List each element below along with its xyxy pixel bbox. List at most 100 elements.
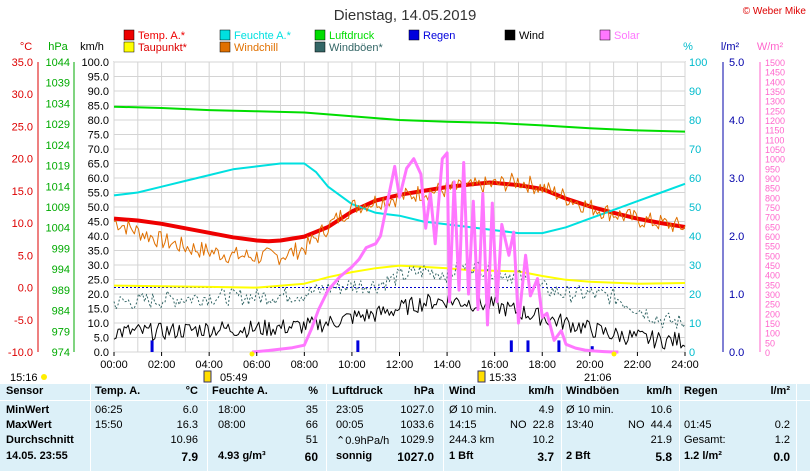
wind-tick: 70.0	[88, 144, 109, 156]
series-wind	[113, 293, 686, 350]
time-marker-left: 15:16	[10, 372, 38, 383]
pressure-tick: 1009	[46, 202, 70, 214]
stat-hum-val: 51	[305, 434, 318, 446]
hdr-sensor: Sensor	[6, 385, 44, 397]
hdr-humidity-unit: %	[308, 385, 318, 397]
solar-tick: 100	[765, 329, 780, 339]
stat-hum-time: 4.93 g/m³	[218, 450, 266, 462]
pressure-unit-label: hPa	[48, 41, 68, 53]
temp-tick: 25.0	[12, 121, 33, 133]
stat-temp-val: 10.96	[170, 434, 198, 446]
solar-tick: 300	[765, 290, 780, 300]
stat-hum-val: 66	[305, 419, 318, 431]
hdr-wind-unit: km/h	[528, 385, 554, 397]
stat-wind-dir: NO	[510, 419, 527, 431]
pressure-tick: 974	[52, 347, 70, 359]
stats-row: MinWert 06:25 6.0 18:00 35 23:05 1027.0 Ø 10 mi…	[0, 403, 810, 418]
stat-gust-desc: Ø 10 min.	[566, 404, 614, 416]
stat-gust-val: 5.8	[655, 450, 672, 464]
legend-label: Taupunkt*	[138, 42, 188, 54]
solar-tick: 950	[765, 164, 780, 174]
sunrise-icon	[203, 370, 212, 383]
legend-label: Feuchte A.*	[234, 30, 292, 42]
stat-pres-time: 23:05	[336, 404, 364, 416]
x-tick-label: 10:00	[338, 359, 366, 371]
stat-label: MaxWert	[6, 419, 52, 431]
humidity-tick: 70	[689, 144, 701, 156]
stat-wind-val: 22.8	[532, 419, 554, 431]
stat-gust-val: 10.6	[650, 404, 672, 416]
stat-pres-time: 00:05	[336, 419, 364, 431]
wind-tick: 90.0	[88, 86, 109, 98]
solar-unit-label: W/m²	[757, 41, 784, 53]
sun-icon	[41, 374, 47, 380]
solar-tick: 1050	[765, 145, 785, 155]
solar-tick: 1400	[765, 77, 785, 87]
legend-swatch	[314, 41, 326, 53]
wind-unit-label: km/h	[80, 41, 104, 53]
wind-tick: 50.0	[88, 202, 109, 214]
humidity-tick: 10	[689, 318, 701, 330]
stat-temp-time: 06:25	[95, 404, 123, 416]
noon-time: 15:33	[489, 372, 517, 383]
x-tick-label: 22:00	[624, 359, 652, 371]
pressure-tick: 994	[52, 264, 70, 276]
solar-tick: 850	[765, 184, 780, 194]
stat-wind-desc: 244.3 km	[449, 434, 495, 446]
stat-gust-dir: NO	[628, 419, 645, 431]
hdr-gust-unit: km/h	[646, 385, 672, 397]
wind-tick: 15.0	[88, 304, 109, 316]
stat-temp-val: 16.3	[176, 419, 198, 431]
legend-swatch	[314, 29, 326, 41]
x-tick-label: 00:00	[100, 359, 128, 371]
rain-bar	[590, 346, 594, 352]
pressure-tick: 1034	[46, 98, 70, 110]
temp-tick: 5.0	[18, 250, 33, 262]
solar-tick: 550	[765, 242, 780, 252]
pressure-tick: 1004	[46, 223, 70, 235]
stat-label: Durchschnitt	[6, 434, 74, 446]
pressure-tick: 1044	[46, 57, 70, 69]
stat-hum-val: 35	[305, 404, 318, 416]
pressure-tick: 984	[52, 306, 70, 318]
stat-wind-val: 3.7	[537, 450, 554, 464]
x-tick-label: 16:00	[481, 359, 509, 371]
stat-rain-val: 1.2	[774, 434, 790, 446]
temp-tick: 35.0	[12, 57, 33, 69]
pressure-tick: 1029	[46, 119, 70, 131]
rain-tick: 5.0	[729, 57, 744, 69]
sunrise-time: 05:49	[220, 372, 248, 383]
temp-tick: 20.0	[12, 154, 33, 166]
x-tick-label: 20:00	[576, 359, 604, 371]
x-tick-label: 12:00	[386, 359, 414, 371]
x-tick-label: 14:00	[433, 359, 461, 371]
pressure-tick: 989	[52, 285, 70, 297]
rain-bar	[557, 340, 561, 352]
temp-tick: -5.0	[14, 315, 33, 327]
stat-pres-time: sonnig	[336, 450, 373, 462]
temp-tick: -10.0	[8, 347, 33, 359]
wind-tick: 5.0	[94, 333, 109, 345]
rain-unit-label: l/m²	[721, 41, 740, 53]
pressure-tick: 1014	[46, 181, 70, 193]
hdr-temp: Temp. A.	[95, 385, 141, 397]
axis-units: °C hPa km/h% l/m² W/m²	[20, 41, 784, 53]
legend-swatch	[408, 29, 420, 41]
rain-tick: 3.0	[729, 173, 744, 185]
hdr-gust: Windböen	[566, 385, 620, 397]
hdr-pressure: Luftdruck	[332, 385, 383, 397]
solar-tick: 400	[765, 271, 780, 281]
x-tick-label: 02:00	[148, 359, 176, 371]
wind-tick: 55.0	[88, 188, 109, 200]
hdr-humidity: Feuchte A.	[212, 385, 268, 397]
solar-tick: 1200	[765, 116, 785, 126]
solar-tick: 650	[765, 222, 780, 232]
humidity-tick: 20	[689, 289, 701, 301]
stats-header-row: Sensor Temp. A. °C Feuchte A. % Luftdruc…	[0, 384, 810, 399]
solar-tick: 350	[765, 280, 780, 290]
col-sep	[443, 384, 444, 471]
legend-label: Solar	[614, 30, 640, 42]
pressure-tick: 1024	[46, 140, 70, 152]
solar-tick: 750	[765, 203, 780, 213]
solar-tick: 450	[765, 261, 780, 271]
